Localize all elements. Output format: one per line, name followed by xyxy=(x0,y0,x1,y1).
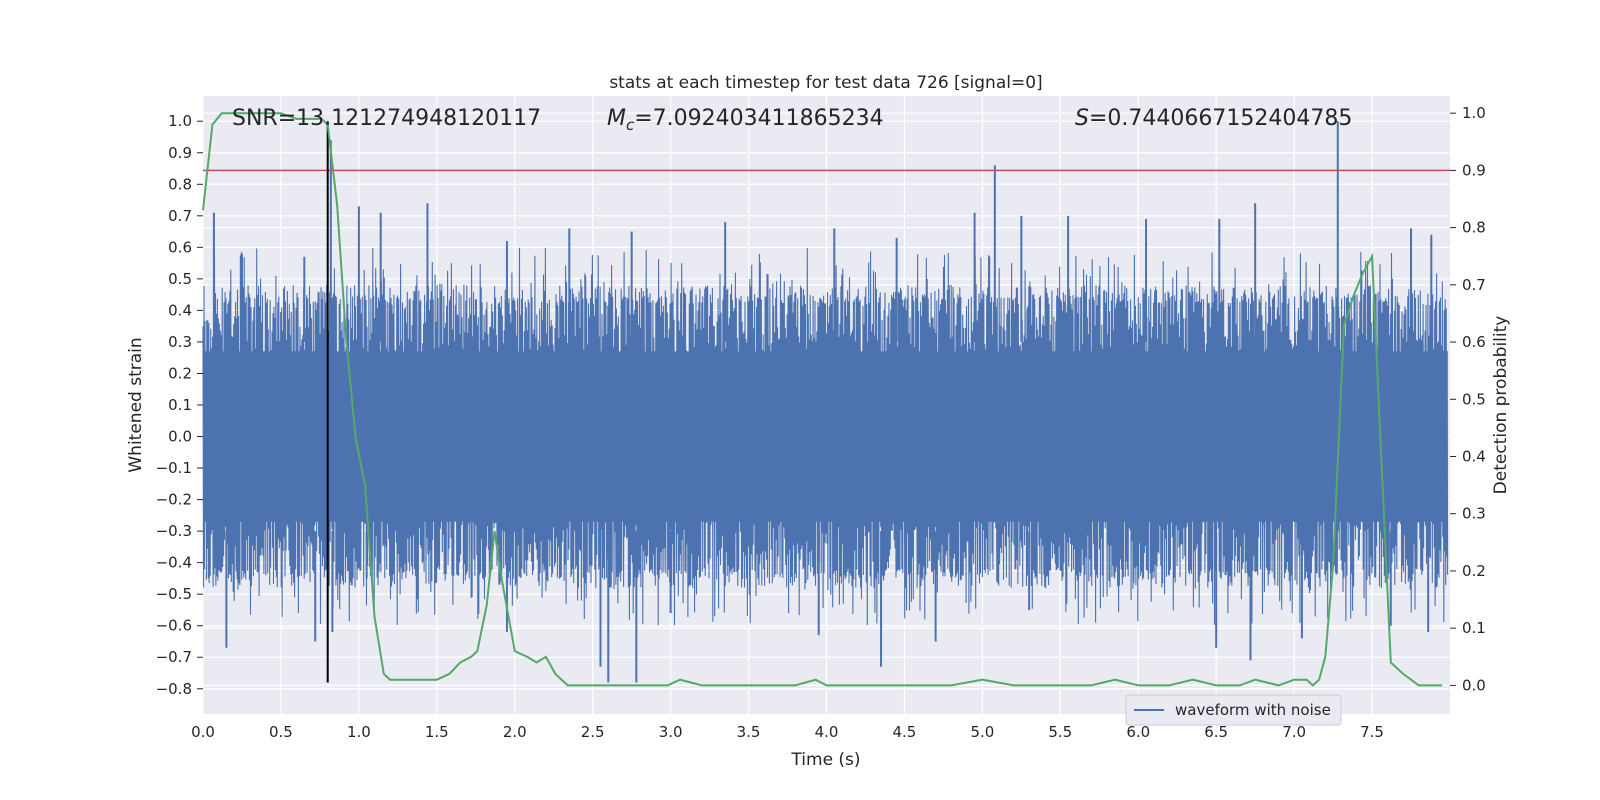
x-tick-label: 4.5 xyxy=(893,723,917,741)
x-tick-label: 4.0 xyxy=(815,723,839,741)
y-right-tick-label: 1.0 xyxy=(1462,104,1486,122)
chirp-mass-annotation: Mc=7.092403411865234 xyxy=(607,106,884,134)
y-left-tick-label: 0.7 xyxy=(168,207,192,225)
y-left-tick-label: −0.1 xyxy=(156,459,192,477)
x-tick-label: 2.5 xyxy=(581,723,605,741)
x-tick-label: 0.5 xyxy=(269,723,293,741)
y-left-tick-label: −0.8 xyxy=(156,680,192,698)
legend-box xyxy=(1125,694,1342,726)
x-tick-label: 6.0 xyxy=(1126,723,1150,741)
waveform-core-band xyxy=(203,351,1448,522)
legend-label-waveform: waveform with noise xyxy=(1175,701,1331,719)
x-tick-label: 5.0 xyxy=(970,723,994,741)
y-left-tick-label: 1.0 xyxy=(168,112,192,130)
legend: waveform with noise xyxy=(1125,694,1342,726)
y-left-tick-label: −0.7 xyxy=(156,648,192,666)
x-tick-label: 0.0 xyxy=(191,723,215,741)
y-left-tick-label: 0.1 xyxy=(168,396,192,414)
x-tick-label: 5.5 xyxy=(1048,723,1072,741)
x-tick-label: 7.5 xyxy=(1360,723,1384,741)
y-left-tick-label: −0.4 xyxy=(156,554,192,572)
chart-title: stats at each timestep for test data 726… xyxy=(609,73,1042,93)
x-tick-label: 6.5 xyxy=(1204,723,1228,741)
y-right-tick-label: 0.9 xyxy=(1462,161,1486,179)
x-axis-title: Time (s) xyxy=(790,750,860,770)
y-left-tick-label: −0.6 xyxy=(156,617,192,635)
y-right-tick-label: 0.2 xyxy=(1462,562,1486,580)
y-right-tick-label: 0.6 xyxy=(1462,333,1486,351)
y-left-tick-label: 0.3 xyxy=(168,333,192,351)
y-left-tick-label: −0.3 xyxy=(156,522,192,540)
y-left-tick-label: 0.5 xyxy=(168,270,192,288)
y-left-tick-label: −0.5 xyxy=(156,585,192,603)
y-right-tick-label: 0.1 xyxy=(1462,619,1486,637)
waveform-with-noise-series xyxy=(202,121,1449,683)
y-right-tick-label: 0.8 xyxy=(1462,219,1486,237)
y-right-tick-label: 0.4 xyxy=(1462,448,1486,466)
x-tick-label: 3.5 xyxy=(737,723,761,741)
x-tick-label: 2.0 xyxy=(503,723,527,741)
detection-probability-line xyxy=(202,112,1443,687)
y-left-tick-label: 0.6 xyxy=(168,238,192,256)
y-left-tick-label: 0.2 xyxy=(168,364,192,382)
y-right-tick-label: 0.7 xyxy=(1462,276,1486,294)
s-statistic-annotation: S=0.7440667152404785 xyxy=(1075,106,1352,131)
y-right-tick-label: 0.3 xyxy=(1462,505,1486,523)
x-tick-label: 1.0 xyxy=(347,723,371,741)
y-axis-right-title: Detection probability xyxy=(1491,316,1511,495)
x-tick-label: 3.0 xyxy=(659,723,683,741)
x-tick-label: 1.5 xyxy=(425,723,449,741)
y-left-tick-label: 0.4 xyxy=(168,301,192,319)
axes-layer: 0.0 0.5 1.0 1.5 2.0 2.5 3.0 3.5 4.0 4.5 5.0 5.5 6.0 6… xyxy=(156,104,1486,741)
y-left-tick-label: −0.2 xyxy=(156,491,192,509)
y-right-tick-label: 0.0 xyxy=(1462,676,1486,694)
snr-annotation: SNR=13.121274948120117 xyxy=(232,106,541,131)
y-left-tick-label: 0.0 xyxy=(168,428,192,446)
y-left-tick-label: 0.8 xyxy=(168,175,192,193)
overlay-layer xyxy=(202,112,1450,687)
y-axis-left-title: Whitened strain xyxy=(126,337,146,472)
y-right-tick-label: 0.5 xyxy=(1462,390,1486,408)
x-tick-label: 7.0 xyxy=(1282,723,1306,741)
y-left-tick-label: 0.9 xyxy=(168,144,192,162)
